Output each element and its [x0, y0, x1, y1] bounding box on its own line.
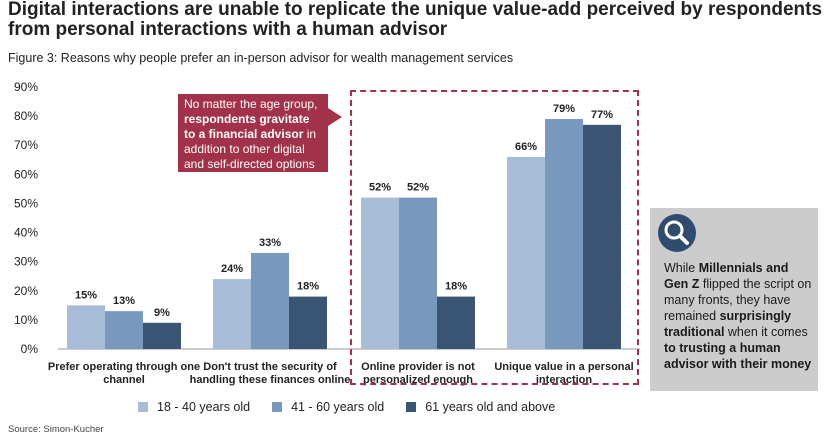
legend-label-3: 61 years old and above	[425, 400, 556, 414]
callout-text-1: No matter the age group,	[184, 97, 318, 111]
bar-value-label: 9%	[154, 307, 170, 319]
y-tick-label: 70%	[14, 138, 38, 152]
callout-text-2: in addition to other digital and self-di…	[184, 127, 317, 171]
callout-arrow	[328, 108, 342, 126]
y-tick-label: 10%	[14, 313, 38, 327]
y-tick-label: 30%	[14, 255, 38, 269]
y-tick-label: 50%	[14, 196, 38, 210]
bar	[251, 252, 289, 349]
bar-value-label: 52%	[369, 182, 391, 194]
bar	[289, 296, 327, 349]
legend-item-2: 41 - 60 years old	[272, 400, 384, 414]
highlight-box	[350, 90, 639, 385]
legend-item-1: 18 - 40 years old	[138, 400, 250, 414]
insight-text-1: While	[664, 261, 699, 275]
insight-panel: While Millennials and Gen Z flipped the …	[650, 208, 818, 391]
y-tick-label: 20%	[14, 284, 38, 298]
category-label: Prefer operating through one channel	[48, 361, 200, 386]
y-tick-label: 0%	[21, 342, 39, 356]
bar	[545, 119, 583, 350]
bar-value-label: 18%	[445, 281, 467, 293]
legend: 18 - 40 years old 41 - 60 years old 61 y…	[138, 400, 577, 414]
legend-swatch-1	[138, 402, 148, 412]
category-label-line: Don't trust the security of	[203, 361, 337, 373]
category-label: Don't trust the security of handling thes…	[190, 361, 351, 386]
y-tick-label: 60%	[14, 167, 38, 181]
bar-value-label: 15%	[75, 289, 97, 301]
legend-item-3: 61 years old and above	[406, 400, 555, 414]
headline: Digital interactions are unable to repli…	[8, 0, 823, 40]
category-label-line: Prefer operating through one	[48, 361, 200, 373]
category-label-line: handling these finances online	[190, 374, 351, 386]
bar	[583, 124, 621, 349]
bar	[143, 322, 181, 349]
bar-value-label: 33%	[259, 237, 281, 249]
bar-value-label: 18%	[297, 281, 319, 293]
legend-label-1: 18 - 40 years old	[157, 400, 251, 414]
legend-swatch-2	[272, 402, 283, 412]
bar	[213, 279, 251, 349]
bar	[67, 305, 105, 349]
y-tick-label: 80%	[14, 109, 38, 123]
bar-value-label: 52%	[407, 182, 429, 194]
magnifier-icon	[658, 214, 696, 252]
bar	[437, 296, 475, 349]
figure-caption: Figure 3: Reasons why people prefer an i…	[8, 51, 514, 65]
category-label-line: channel	[103, 374, 145, 386]
category-label-line: Unique value in a personal	[494, 361, 633, 373]
callout-box: No matter the age group, respondents gra…	[178, 94, 328, 172]
category-label-line: Online provider is not	[361, 361, 475, 373]
insight-bold-1: Millennials and Gen Z	[664, 261, 789, 291]
bar	[361, 197, 399, 349]
insight-text-2: flipped the script on many fronts, they …	[664, 277, 812, 323]
y-tick-label: 90%	[14, 80, 38, 94]
bar-value-label: 24%	[221, 263, 243, 275]
legend-label-2: 41 - 60 years old	[291, 400, 385, 414]
bar-value-label: 77%	[591, 109, 613, 121]
y-tick-label: 40%	[14, 226, 38, 240]
insight-text-3: when it comes	[724, 325, 808, 339]
source-note: Source: Simon-Kucher	[8, 424, 104, 435]
bar	[399, 197, 437, 349]
legend-swatch-3	[406, 402, 417, 412]
bar-value-label: 13%	[113, 295, 135, 307]
insight-bold-3: to trusting a human advisor with their m…	[664, 341, 812, 371]
insight-bold-2: surprisingly traditional	[664, 309, 792, 339]
bar	[507, 156, 545, 349]
callout-text-bold: respondents gravitate to a financial adv…	[184, 112, 310, 141]
bar-value-label: 66%	[515, 141, 537, 153]
bar-value-label: 79%	[553, 103, 575, 115]
bar	[105, 311, 143, 349]
